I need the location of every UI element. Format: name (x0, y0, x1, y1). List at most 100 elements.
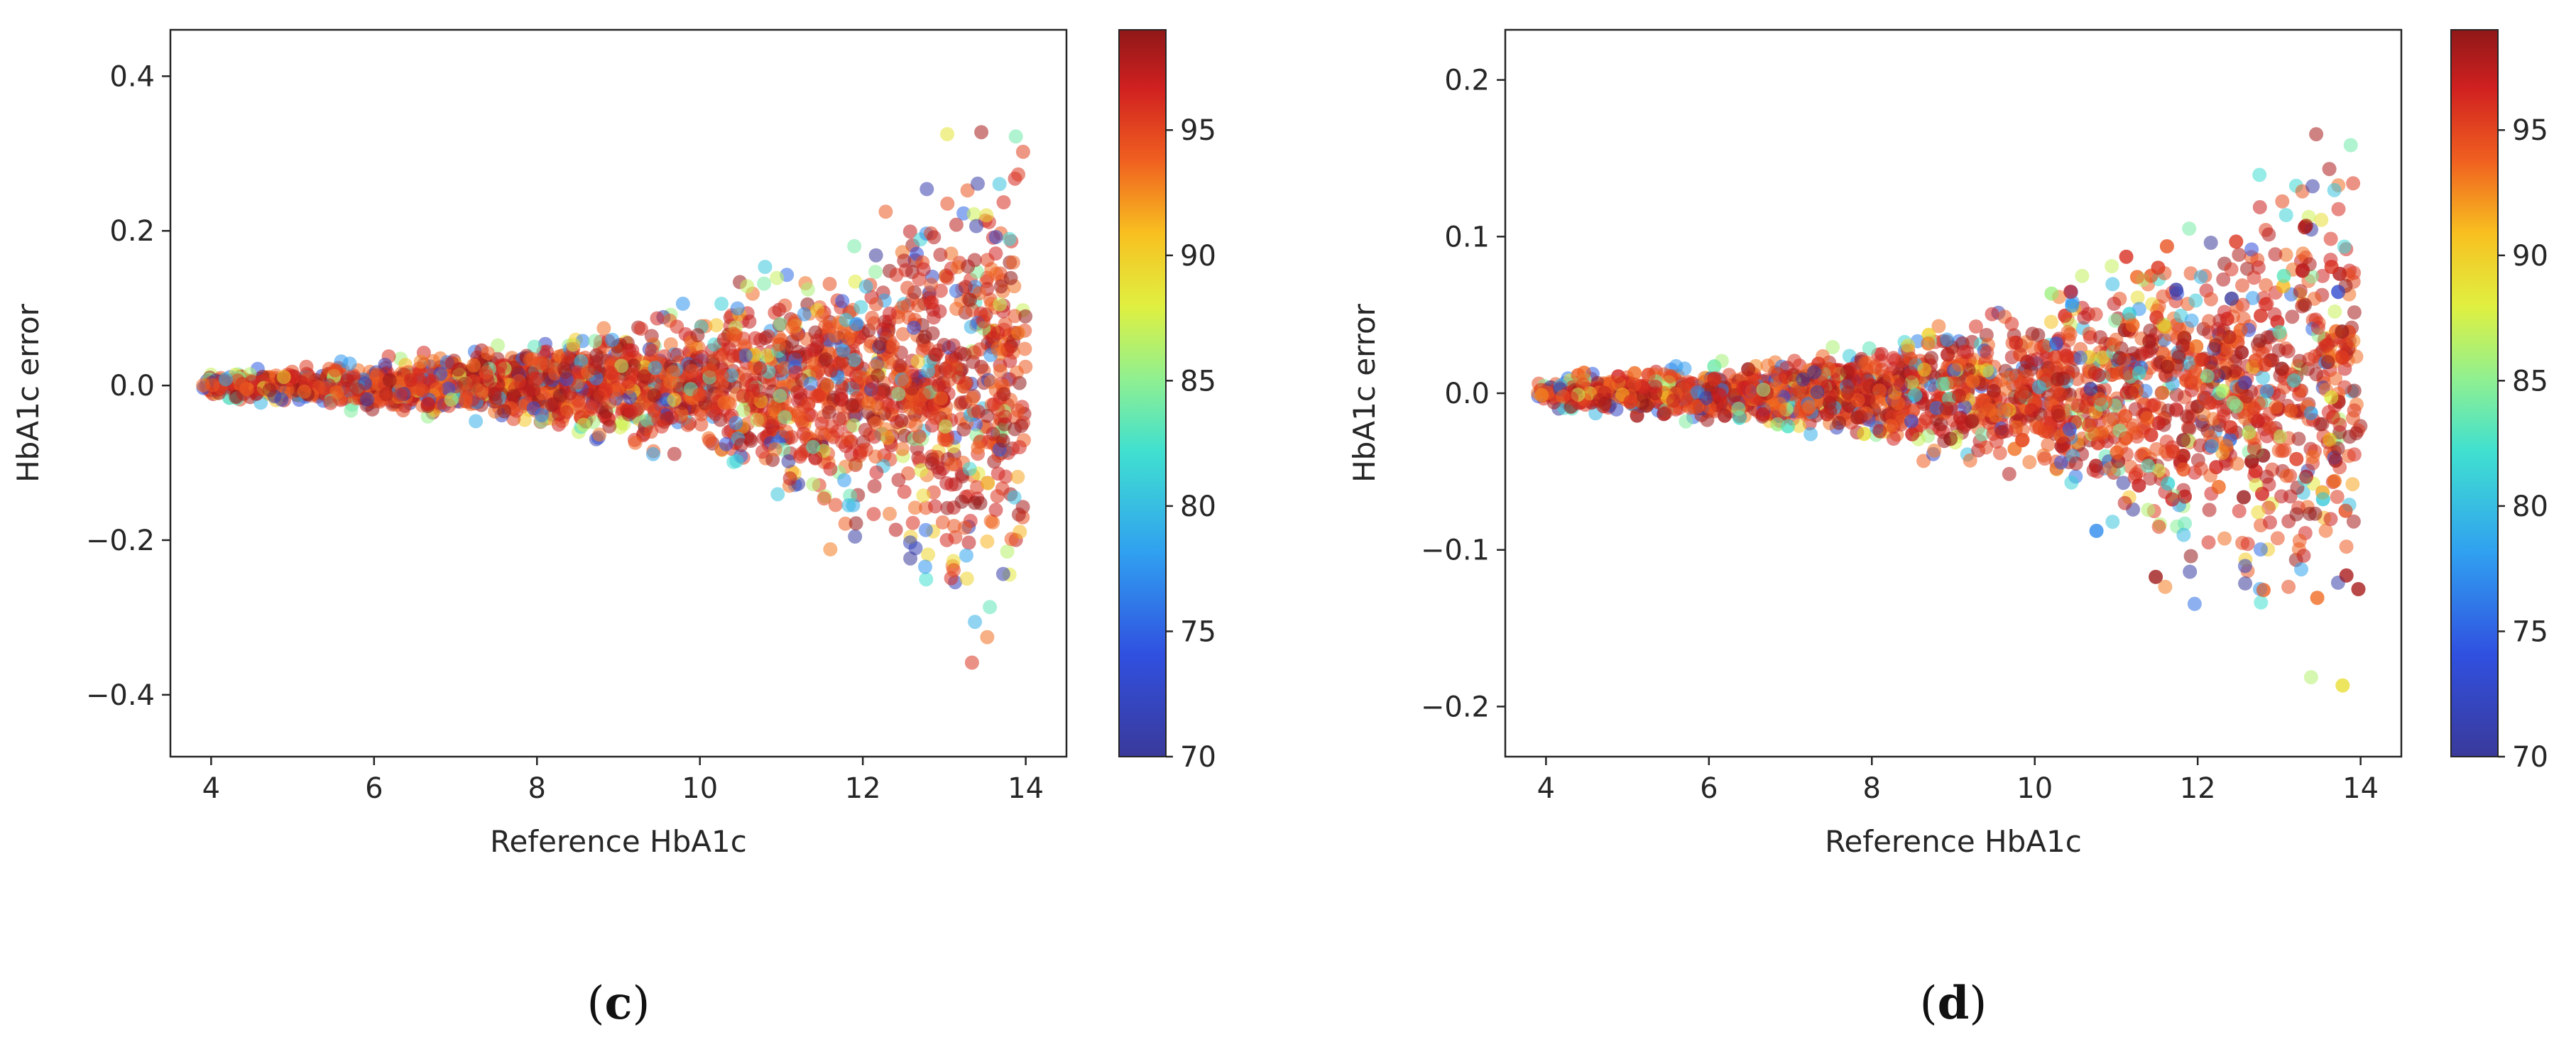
data-point (2053, 455, 2068, 470)
data-point (1893, 377, 1908, 392)
data-point (773, 317, 787, 331)
data-point (2049, 361, 2064, 375)
data-point (2169, 388, 2184, 402)
data-point (420, 397, 435, 412)
data-point (1710, 388, 1725, 402)
data-point (2051, 408, 2066, 423)
data-point (983, 375, 998, 390)
data-point (957, 347, 972, 362)
data-point (2270, 531, 2285, 546)
data-point (2349, 426, 2364, 441)
data-point (2224, 262, 2239, 277)
data-point (2158, 319, 2172, 334)
data-point (2248, 353, 2263, 368)
data-point (973, 495, 988, 510)
data-point (1884, 419, 1898, 434)
data-point (648, 361, 662, 375)
data-point (1731, 401, 1746, 416)
data-point (2252, 199, 2267, 214)
data-point (946, 563, 961, 578)
data-point (2254, 595, 2269, 610)
data-point (2323, 512, 2338, 527)
data-point (956, 422, 971, 437)
data-point (866, 507, 881, 522)
data-point (1707, 359, 1722, 374)
data-point (983, 600, 998, 615)
data-point (1999, 402, 2014, 417)
data-point (1987, 383, 2001, 398)
data-point (1648, 379, 1663, 394)
data-point (584, 400, 599, 415)
data-point (2173, 308, 2188, 323)
data-point (1630, 408, 1644, 423)
data-point (2176, 462, 2191, 477)
data-point (2279, 468, 2294, 483)
data-point (912, 392, 927, 407)
data-point (1796, 372, 1811, 387)
data-point (958, 280, 973, 295)
data-point (858, 442, 873, 457)
data-point (2223, 420, 2238, 434)
data-point (2188, 364, 2203, 379)
data-point (647, 403, 662, 418)
data-point (969, 219, 983, 234)
data-point (939, 532, 954, 547)
data-point (2176, 527, 2191, 542)
data-point (1781, 419, 1796, 434)
data-point (992, 177, 1007, 192)
data-point (488, 382, 503, 397)
data-point (2256, 448, 2271, 463)
data-point (647, 388, 662, 403)
data-point (847, 238, 862, 253)
data-point (981, 476, 995, 490)
data-point (1965, 414, 1980, 429)
data-point (1960, 344, 1975, 359)
data-point (628, 435, 643, 450)
data-point (637, 369, 651, 384)
data-point (900, 280, 915, 295)
data-point (980, 408, 995, 423)
data-point (714, 368, 729, 383)
data-point (983, 514, 998, 529)
data-point (2315, 417, 2330, 432)
data-point (806, 477, 821, 492)
data-point (834, 356, 848, 371)
data-point (2065, 298, 2080, 313)
data-point (2064, 475, 2079, 490)
data-point (839, 312, 853, 327)
data-point (670, 348, 684, 362)
data-point (771, 337, 786, 352)
data-point (1862, 341, 1877, 356)
data-point (2151, 520, 2166, 534)
colorbar-gradient-c (1118, 29, 1167, 757)
data-point (777, 361, 791, 375)
data-point (1905, 427, 1920, 442)
data-point (1825, 340, 1840, 354)
x-tick-label: 4 (1537, 772, 1555, 805)
data-point (719, 437, 733, 451)
data-point (2180, 409, 2194, 424)
data-point (828, 328, 843, 343)
data-point (792, 449, 807, 464)
scatter-panel-d: 4 6 8 10 12 14 −0.2−0.10.00.10.2 Reference Hb… (1347, 28, 2548, 1030)
data-point (967, 253, 982, 268)
data-point (2203, 292, 2218, 307)
data-point (562, 386, 577, 401)
scatter-points-d (1531, 127, 2368, 693)
data-point (491, 338, 506, 353)
colorbar-tick-label: 80 (2512, 490, 2548, 523)
data-point (2238, 576, 2253, 591)
data-point (2289, 507, 2304, 522)
x-tick-label: 14 (1008, 772, 1044, 805)
data-point (2291, 432, 2306, 446)
data-point (988, 503, 1003, 517)
data-point (2283, 403, 2298, 418)
data-point (2139, 344, 2154, 359)
data-point (2327, 182, 2342, 197)
data-point (680, 417, 695, 432)
data-point (2335, 350, 2349, 365)
data-point (2144, 427, 2159, 442)
data-point (344, 403, 359, 418)
data-point (1921, 336, 1936, 351)
data-point (2182, 422, 2197, 437)
